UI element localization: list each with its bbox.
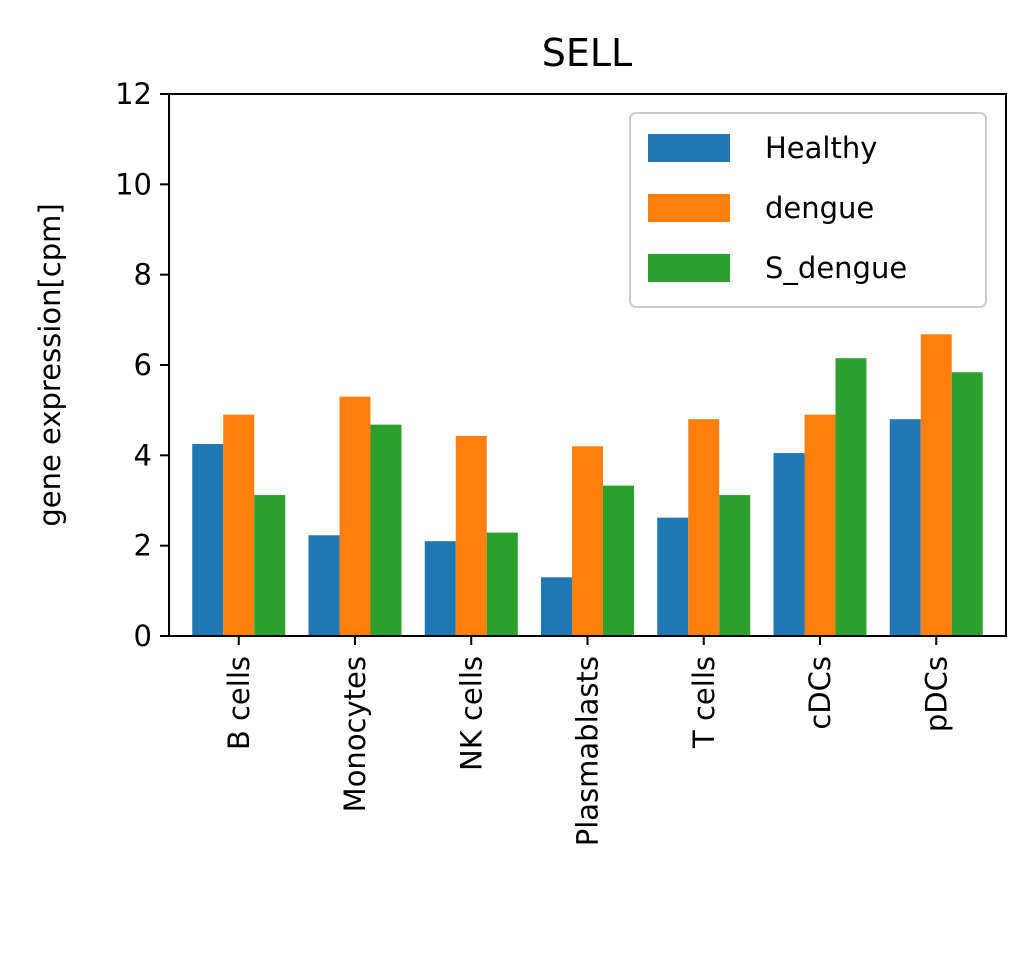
bar-2-1 xyxy=(308,535,340,636)
bar-6-3 xyxy=(835,358,867,636)
bar-5-3 xyxy=(719,495,751,636)
bar-3-3 xyxy=(486,532,518,636)
bar-7-2 xyxy=(920,334,952,636)
y-tick-label: 0 xyxy=(134,619,152,653)
plot-area xyxy=(168,93,1007,637)
bar-4-1 xyxy=(541,577,572,636)
chart-title: SELL xyxy=(542,31,632,75)
y-tick-label: 4 xyxy=(134,438,152,472)
x-tick-label: Monocytes xyxy=(338,656,372,812)
bar-7-3 xyxy=(951,372,983,636)
bar-2-2 xyxy=(339,396,371,636)
y-axis: 0 2 4 6 8 10 12 xyxy=(115,77,169,653)
legend-swatch xyxy=(648,194,730,222)
x-axis: B cells Monocytes NK cells Plasmablasts T ce… xyxy=(222,636,953,846)
bar-4-3 xyxy=(603,485,634,636)
bar-1-1 xyxy=(192,444,224,636)
bar-6-1 xyxy=(773,453,805,636)
bar-5-2 xyxy=(688,419,720,636)
y-tick-label: 2 xyxy=(134,529,152,563)
y-tick-label: 6 xyxy=(134,348,152,382)
x-tick-label: Plasmablasts xyxy=(571,656,605,846)
bar-2-3 xyxy=(370,424,402,636)
x-tick-label: NK cells xyxy=(454,656,488,771)
legend-label: Healthy xyxy=(765,131,877,165)
x-tick-label: B cells xyxy=(222,656,256,750)
bar-1-3 xyxy=(254,495,286,636)
legend-label: S_dengue xyxy=(765,251,907,285)
y-tick-label: 8 xyxy=(134,258,152,292)
x-tick-label: T cells xyxy=(687,656,721,749)
bar-5-1 xyxy=(657,517,689,636)
bar-7-1 xyxy=(889,419,921,636)
x-tick-label: pDCs xyxy=(919,656,953,732)
legend-swatch xyxy=(648,134,730,162)
bar-3-1 xyxy=(424,541,456,636)
bar-1-2 xyxy=(223,414,255,636)
legend-label: dengue xyxy=(765,191,874,225)
bar-3-2 xyxy=(455,435,487,636)
y-tick-label: 12 xyxy=(115,77,152,111)
legend-swatch xyxy=(648,254,730,282)
y-axis-label: gene expression[cpm] xyxy=(33,203,67,526)
legend: Healthy dengue S_dengue xyxy=(629,112,987,308)
y-tick-label: 10 xyxy=(115,167,152,201)
bar-6-2 xyxy=(804,414,836,636)
bar-4-2 xyxy=(572,446,603,636)
x-tick-label: cDCs xyxy=(803,656,837,730)
